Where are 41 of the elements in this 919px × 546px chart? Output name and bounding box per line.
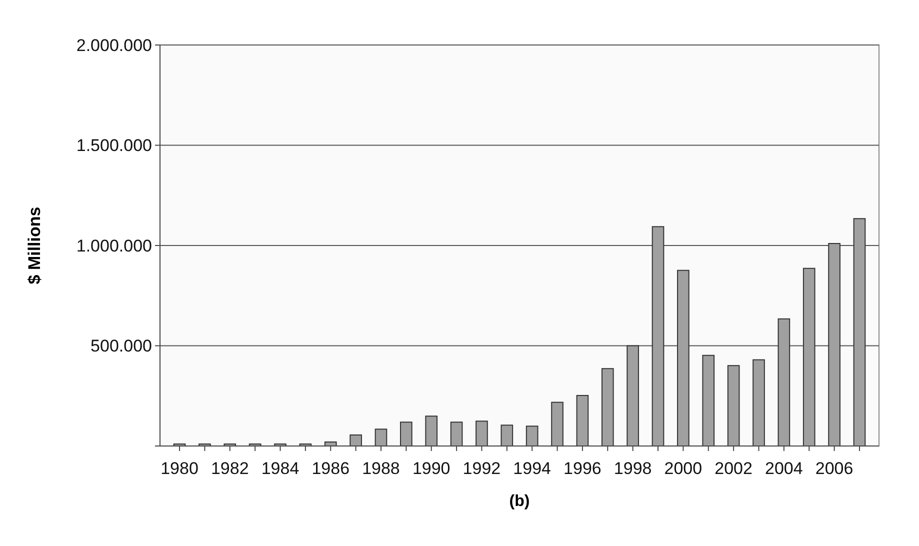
x-tick-label: 1990: [412, 459, 450, 478]
y-tick-label: 500.000: [90, 336, 152, 356]
bar: [702, 354, 715, 446]
x-tick-label: 2006: [815, 459, 854, 478]
bar: [802, 268, 816, 446]
y-tick-label: 1.000.000: [76, 236, 152, 256]
bar: [551, 402, 564, 446]
bar: [652, 226, 664, 446]
bar: [374, 428, 388, 446]
bar: [677, 270, 690, 446]
bar: [828, 242, 840, 446]
bar: [626, 345, 639, 446]
x-tick-label: 1994: [513, 459, 552, 478]
x-tick-label: 1982: [210, 459, 249, 478]
x-tick-label: 2000: [664, 459, 702, 478]
bar: [425, 416, 438, 446]
y-tick-label: 2.000.000: [76, 36, 152, 55]
bar: [576, 394, 589, 446]
bar: [450, 422, 463, 446]
text: (b): [509, 493, 530, 510]
x-tick-label: 1992: [462, 459, 501, 478]
bar: [778, 318, 790, 446]
bar: [526, 426, 538, 446]
bar: [752, 359, 765, 446]
bar: [400, 422, 412, 446]
y-axis-title: $ Millions: [25, 206, 44, 284]
x-tick-label: 1988: [362, 459, 400, 478]
y-tick-label: 1.500.000: [76, 136, 152, 156]
x-tick-label: 1996: [564, 459, 602, 478]
x-tick-label: 1998: [614, 459, 652, 478]
x-tick-label: 1986: [312, 459, 350, 478]
bar: [350, 434, 362, 446]
bar: [853, 218, 866, 446]
bar: [476, 420, 488, 446]
bar: [601, 368, 614, 446]
x-tick-label: 2002: [714, 459, 752, 478]
bar: [727, 365, 740, 446]
x-tick-label: 1980: [160, 459, 198, 478]
x-tick-label: 2004: [765, 459, 803, 478]
bar: [500, 424, 514, 446]
x-tick-label: 1984: [261, 459, 300, 478]
